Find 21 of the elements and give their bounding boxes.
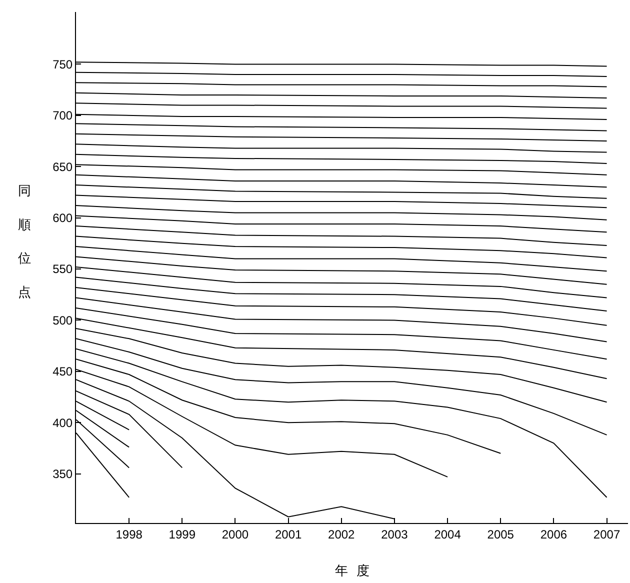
y-tick-label: 750 (52, 57, 73, 72)
x-tick-label: 2005 (487, 527, 514, 542)
x-tick-label: 1999 (168, 527, 196, 542)
x-tick-label: 2007 (593, 527, 620, 542)
y-tick-label: 500 (52, 313, 73, 328)
y-tick-label: 650 (52, 160, 73, 174)
x-tick-label: 2001 (274, 527, 302, 542)
x-tick-label: 2006 (540, 527, 568, 542)
x-axis-title: 年 度 (335, 563, 370, 579)
x-tick-label: 2002 (328, 527, 356, 542)
x-tick-label: 2004 (434, 527, 462, 542)
y-tick-label: 350 (52, 467, 73, 482)
text: 同順位点 (18, 184, 31, 300)
y-tick-label: 450 (52, 364, 73, 379)
x-tick-label: 2003 (381, 527, 408, 542)
x-tick-label: 1998 (116, 527, 143, 542)
y-tick-label: 600 (52, 211, 73, 226)
y-tick-label: 400 (52, 416, 73, 430)
y-tick-label: 550 (52, 262, 73, 276)
x-tick-label: 2000 (222, 527, 249, 542)
y-tick-label: 700 (52, 108, 73, 123)
